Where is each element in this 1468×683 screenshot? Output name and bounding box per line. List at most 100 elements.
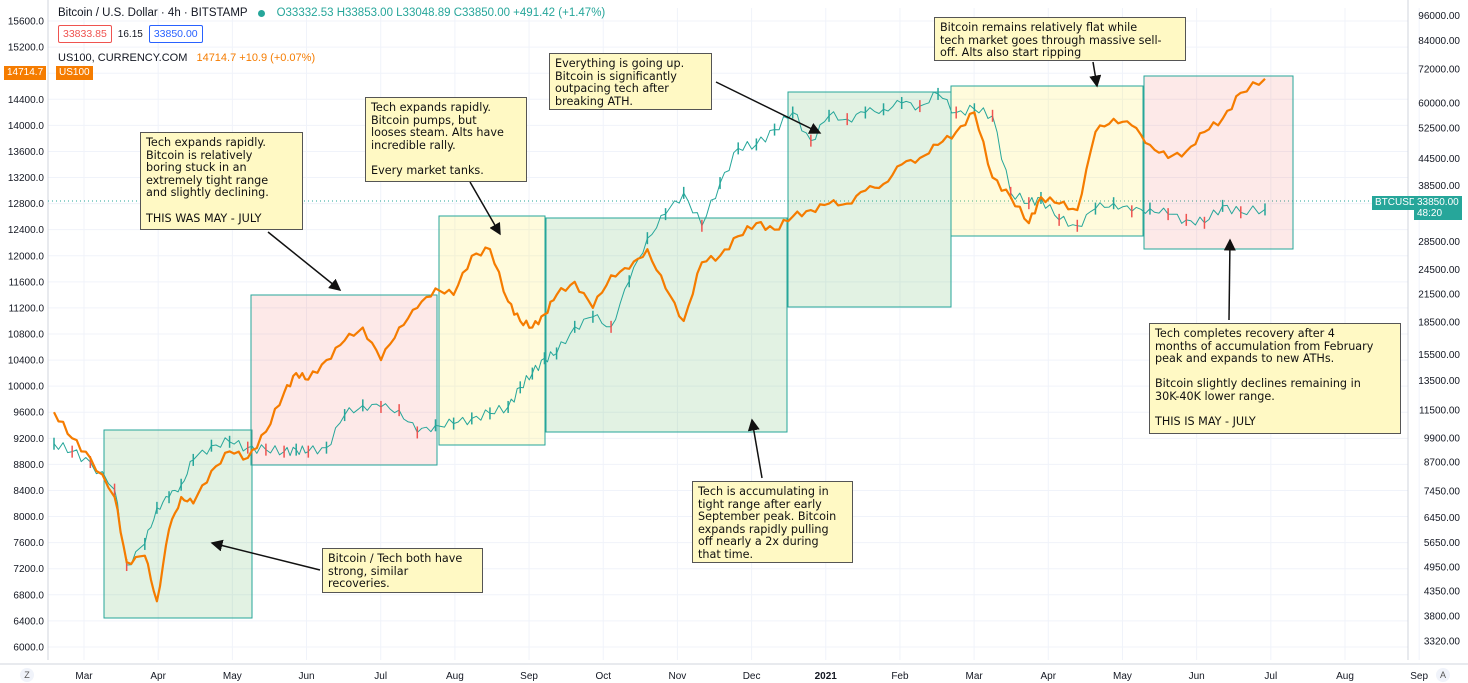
us100-label-tag: US100 [56,66,93,80]
left-tick-label: 13200.0 [8,173,45,184]
annotation-btc-flat: Bitcoin remains relatively flat while te… [934,17,1186,61]
left-tick-label: 9200.0 [13,434,44,445]
x-tick-label: Oct [595,671,611,682]
x-tick-label: May [1113,671,1132,682]
annotation-recoveries: Bitcoin / Tech both have strong, similar… [322,548,483,593]
x-tick-label: Dec [743,671,761,682]
zone-yellow [950,85,1144,237]
annotation-arrow [747,418,763,479]
x-tick-label: Sep [520,671,538,682]
right-tick-label: 44500.00 [1418,154,1460,165]
right-tick-label: 11500.00 [1419,406,1460,417]
left-tick-label: 6000.0 [13,642,44,653]
right-tick-label: 8700.00 [1424,458,1461,469]
annotation-arrow [1089,61,1102,88]
left-tick-label: 8000.0 [13,512,44,523]
right-tick-label: 13500.00 [1418,376,1460,387]
x-tick-label: 2021 [815,671,838,682]
symbol-title[interactable]: Bitcoin / U.S. Dollar · 4h · BITSTAMP [58,7,248,19]
left-tick-label: 7600.0 [13,538,44,549]
x-tick-label: Mar [966,671,984,682]
left-tick-label: 6400.0 [13,616,44,627]
right-tick-label: 84000.00 [1418,36,1460,47]
x-tick-label: Mar [75,671,93,682]
annotation-arrow [1223,238,1236,321]
btc-series [53,87,1266,572]
us100-price-tag: 14714.7 [4,66,47,80]
zone-green [545,217,788,433]
zone-yellow [438,215,546,446]
left-tick-label: 10000.0 [8,382,45,393]
left-tick-label: 11600.0 [9,277,45,288]
btc-label-tag-text: BTCUSD [1375,197,1417,208]
left-tick-label: 15600.0 [8,17,45,28]
overlay-value: 14714.7 +10.9 (+0.07%) [196,52,316,64]
x-tick-label: Sep [1410,671,1428,682]
right-tick-label: 4950.00 [1424,562,1461,573]
right-tick-label: 60000.00 [1418,98,1460,109]
market-status-dot [257,9,265,17]
left-tick-label: 13600.0 [8,147,45,158]
x-tick-label: Aug [446,671,464,682]
left-tick-label: 6800.0 [13,590,44,601]
left-tick-label: 8400.0 [13,486,44,497]
right-tick-label: 21500.00 [1418,289,1460,300]
right-tick-label: 38500.00 [1418,181,1460,192]
left-tick-label: 15200.0 [8,43,45,54]
spread-value: 16.15 [117,28,143,40]
zone-green [103,429,253,619]
right-tick-label: 28500.00 [1418,237,1460,248]
x-tick-label: Apr [1041,671,1057,682]
right-tick-label: 15500.00 [1418,350,1460,361]
annotation-arrows [210,61,1236,571]
x-tick-label: Feb [891,671,909,682]
ohlc-readout: O33332.53 H33853.00 L33048.89 C33850.00 … [276,7,606,19]
ask-price-box[interactable]: 33850.00 [148,25,203,43]
left-tick-label: 10800.0 [8,330,45,341]
x-tick-label: Nov [669,671,687,682]
right-tick-label: 6450.00 [1424,513,1461,524]
x-tick-label: Jun [1189,671,1205,682]
annotation-arrow [715,81,822,134]
annotation-everything-up: Everything is going up. Bitcoin is signi… [549,53,712,110]
right-tick-label: 3320.00 [1424,637,1461,648]
timezone-toggle[interactable]: Z [20,668,34,682]
auto-scale-toggle-label: A [1439,670,1446,680]
left-tick-label: 10400.0 [8,356,45,367]
left-tick-label: 9600.0 [13,408,44,419]
right-tick-label: 52500.00 [1418,123,1460,134]
zone-red [1143,75,1294,250]
annotation-may-july-2021: Tech completes recovery after 4 months o… [1149,323,1401,434]
right-tick-label: 7450.00 [1424,486,1461,497]
auto-scale-toggle[interactable]: A [1436,668,1450,682]
x-tick-label: Jul [1264,671,1277,682]
right-tick-label: 18500.00 [1418,317,1460,328]
left-tick-label: 14000.0 [8,121,45,132]
x-tick-label: Jun [298,671,314,682]
left-tick-label: 7200.0 [13,564,44,575]
btc-timer-value: 48:20 [1417,208,1443,219]
overlay-legend[interactable]: US100, CURRENCY.COM 14714.7 +10.9 (+0.07… [58,52,315,64]
chart-header: Bitcoin / U.S. Dollar · 4h · BITSTAMP O3… [58,5,605,21]
us100-label-tag-text: US100 [59,67,90,78]
left-tick-label: 12400.0 [8,225,45,236]
annotation-may-july-2020: Tech expands rapidly. Bitcoin is relativ… [140,132,303,230]
annotation-arrow [469,181,501,236]
x-tick-label: May [223,671,242,682]
right-axis: 96000.00 84000.00 72000.00 60000.00 52500.00… [1418,11,1460,648]
right-tick-label: 24500.00 [1418,265,1460,276]
overlay-name: US100, CURRENCY.COM [58,52,188,64]
x-tick-label: Apr [150,671,166,682]
left-tick-label: 14400.0 [8,95,45,106]
annotation-tech-accumulating: Tech is accumulating in tight range afte… [692,481,853,563]
timezone-toggle-label: Z [24,670,30,680]
btc-label-tag: BTCUSD [1372,196,1420,210]
annotation-arrow [210,539,321,571]
x-tick-label: Aug [1336,671,1354,682]
bid-price-box[interactable]: 33833.85 [58,25,112,43]
left-tick-label: 12000.0 [8,251,45,262]
right-tick-label: 9900.00 [1424,434,1461,445]
right-tick-label: 96000.00 [1418,11,1460,22]
us100-line [53,78,1266,603]
